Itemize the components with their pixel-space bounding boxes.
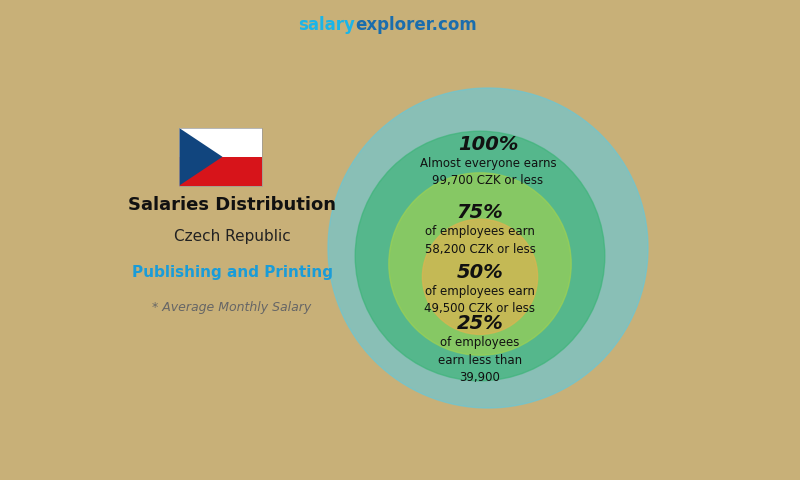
Bar <box>179 128 262 157</box>
Text: salary: salary <box>298 16 355 34</box>
Circle shape <box>328 88 648 408</box>
Circle shape <box>355 131 605 381</box>
Text: * Average Monthly Salary: * Average Monthly Salary <box>152 300 312 314</box>
Text: of employees earn: of employees earn <box>425 226 535 239</box>
Text: 25%: 25% <box>457 314 503 333</box>
Bar <box>179 128 262 186</box>
Text: explorer.com: explorer.com <box>355 16 477 34</box>
Text: 49,500 CZK or less: 49,500 CZK or less <box>425 302 535 315</box>
Text: 75%: 75% <box>457 204 503 222</box>
Text: Almost everyone earns: Almost everyone earns <box>420 156 556 170</box>
Text: 50%: 50% <box>457 263 503 281</box>
Text: Czech Republic: Czech Republic <box>174 229 290 244</box>
Circle shape <box>422 219 538 335</box>
Circle shape <box>389 173 571 355</box>
Text: earn less than: earn less than <box>438 353 522 367</box>
Text: Publishing and Printing: Publishing and Printing <box>131 264 333 279</box>
Text: 39,900: 39,900 <box>459 371 501 384</box>
Text: Salaries Distribution: Salaries Distribution <box>128 196 336 214</box>
Polygon shape <box>179 128 222 186</box>
Text: 58,200 CZK or less: 58,200 CZK or less <box>425 243 535 256</box>
Text: 99,700 CZK or less: 99,700 CZK or less <box>433 174 543 187</box>
Text: 100%: 100% <box>458 134 518 154</box>
Text: of employees earn: of employees earn <box>425 285 535 298</box>
Text: of employees: of employees <box>440 336 520 349</box>
Bar <box>179 157 262 186</box>
